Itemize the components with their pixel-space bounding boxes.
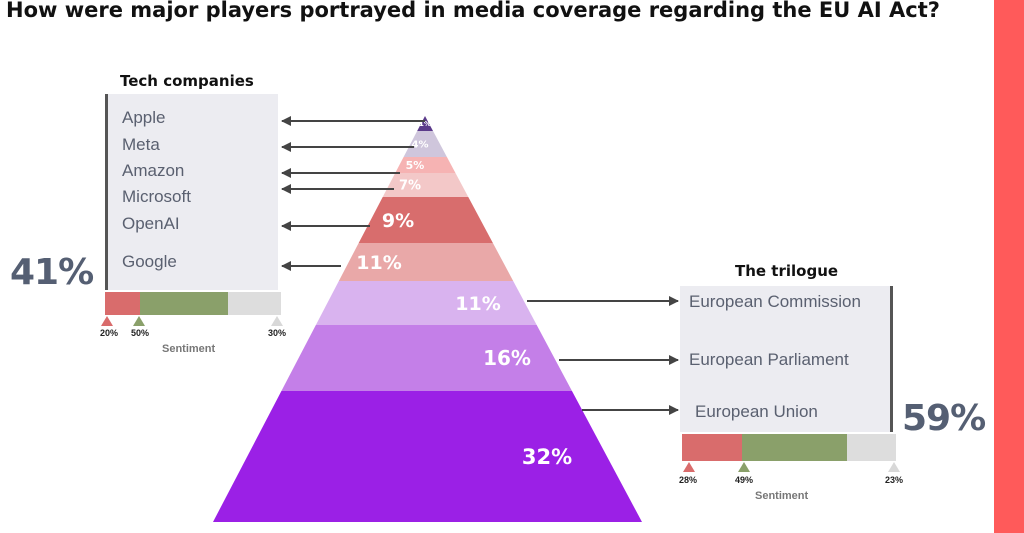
trilogue-marker-positive <box>738 462 750 472</box>
pyramid-level-label-5: 9% <box>382 210 414 232</box>
tech-label-negative: 20% <box>100 328 119 338</box>
pyramid-level-2 <box>403 131 447 157</box>
trilogue-total: 59% <box>902 398 986 439</box>
trilogue-title: The trilogue <box>735 262 839 280</box>
trilogue-item-european-parliament: European Parliament <box>689 350 849 369</box>
trilogue-sentiment-negative <box>682 434 742 461</box>
pyramid-level-5 <box>358 197 493 243</box>
tech-item-google: Google <box>122 252 177 271</box>
tech-sentiment-caption: Sentiment <box>162 343 216 355</box>
tech-item-meta: Meta <box>122 135 160 154</box>
pyramid-level-label-7: 11% <box>455 293 500 315</box>
trilogue-sentiment-bar <box>682 434 896 461</box>
trilogue-item-european-union: European Union <box>695 402 818 421</box>
trilogue-bracket-line <box>890 286 893 432</box>
pyramid-level-8 <box>281 325 572 391</box>
tech-companies-total: 41% <box>10 252 94 293</box>
pyramid-level-label-3: 5% <box>406 159 425 172</box>
tech-companies-title: Tech companies <box>120 72 254 90</box>
tech-item-amazon: Amazon <box>122 161 185 180</box>
trilogue-sentiment-positive <box>741 434 847 461</box>
tech-sentiment-bar <box>105 292 281 315</box>
page-title: How were major players portrayed in medi… <box>6 0 940 22</box>
pyramid-level-label-2: 4% <box>412 140 429 151</box>
tech-label-neutral: 30% <box>268 328 287 338</box>
tech-sentiment-positive <box>140 292 229 315</box>
pyramid-level-3 <box>395 157 456 173</box>
pyramid-level-label-6: 11% <box>356 252 401 274</box>
trilogue-box <box>680 286 890 432</box>
trilogue-label-positive: 49% <box>735 475 754 485</box>
trilogue-marker-neutral <box>888 462 900 472</box>
trilogue-sentiment-neutral <box>846 434 896 461</box>
trilogue-label-neutral: 23% <box>885 475 904 485</box>
pyramid-level-label-8: 16% <box>483 346 531 370</box>
tech-companies-box <box>108 94 278 290</box>
tech-sentiment-negative <box>105 292 141 315</box>
pyramid-level-label-9: 32% <box>522 445 572 469</box>
tech-bracket-line <box>105 94 108 290</box>
accent-strip <box>994 0 1024 533</box>
pyramid-level-6 <box>338 243 514 281</box>
trilogue-label-negative: 28% <box>679 475 698 485</box>
pyramid-level-label-1: 1% <box>419 120 431 128</box>
tech-item-apple: Apple <box>122 108 166 127</box>
trilogue-sentiment-caption: Sentiment <box>755 490 809 502</box>
pyramid-level-1 <box>417 116 434 131</box>
pyramid-level-label-4: 7% <box>399 179 421 194</box>
tech-item-openai: OpenAI <box>122 214 180 233</box>
tech-label-positive: 50% <box>131 328 150 338</box>
pyramid-level-4 <box>382 173 469 197</box>
tech-marker-neutral <box>271 316 283 326</box>
tech-marker-negative <box>101 316 113 326</box>
pyramid-level-7 <box>315 281 537 325</box>
tech-item-microsoft: Microsoft <box>122 187 191 206</box>
pyramid-level-9 <box>213 391 642 522</box>
trilogue-marker-negative <box>683 462 695 472</box>
trilogue-item-european-commission: European Commission <box>689 292 861 311</box>
tech-sentiment-neutral <box>228 292 281 315</box>
tech-marker-positive <box>133 316 145 326</box>
